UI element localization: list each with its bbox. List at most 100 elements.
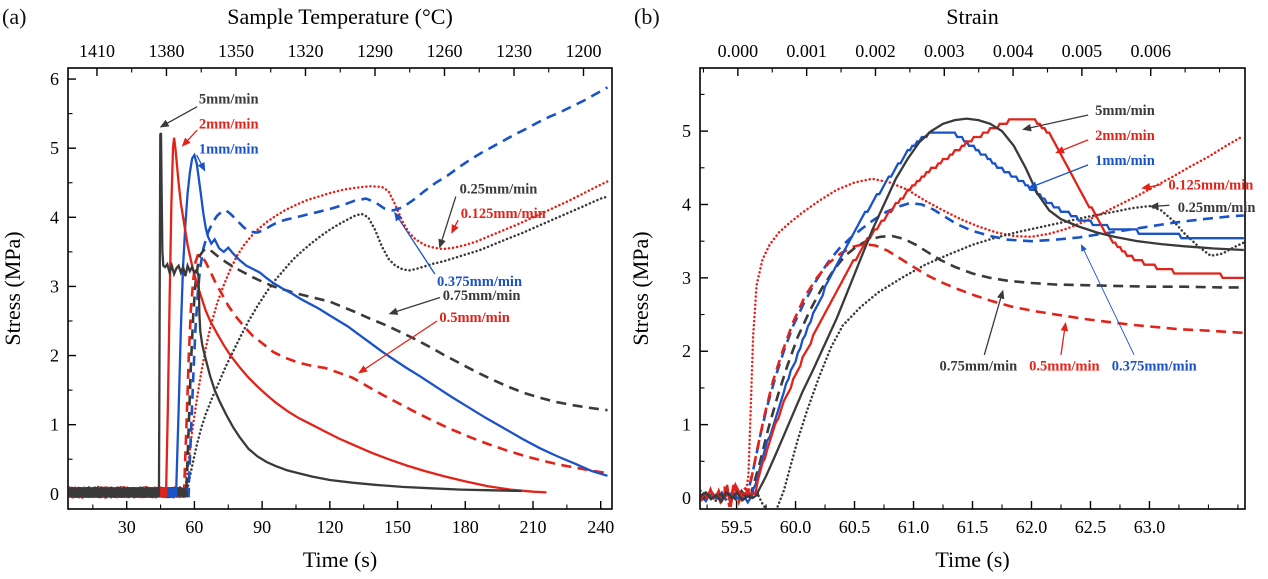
series-5mm-min [700, 117, 1244, 504]
annotation-arrow [362, 320, 438, 372]
x-tick-label: 63.0 [1134, 517, 1166, 537]
annotation-5mm-min: 5mm/min [1095, 103, 1155, 119]
x-tick-label: 30 [118, 517, 136, 537]
annotation-0-375mm-min: 0.375mm/min [437, 274, 522, 290]
annotations-a: 5mm/min 2mm/min 1mm/min 0.25mm/min 0.125mm/m… [159, 91, 546, 374]
annotation-0-25mm-min: 0.25mm/min [460, 181, 538, 197]
x-tick-label: 61.0 [898, 517, 930, 537]
series-0-375mm-min [68, 86, 609, 500]
x-tick-label: 90 [253, 517, 271, 537]
series-0-75mm-min [700, 234, 1244, 502]
top-tick-label: 0.003 [924, 41, 965, 61]
series-0-375mm-min [700, 201, 1244, 504]
annotation-2mm-min: 2mm/min [1095, 128, 1155, 144]
series-5mm-min [68, 132, 522, 498]
y-tick-label: 1 [682, 415, 691, 435]
annotation-0-75mm-min: 0.75mm/min [939, 358, 1017, 374]
series-1mm-min [700, 131, 1244, 505]
x-tick-label: 240 [587, 517, 614, 537]
series-0-5mm-min [700, 242, 1244, 508]
top-tick-label: 1260 [426, 41, 462, 61]
annotation-arrowhead [1141, 183, 1151, 191]
x-axis-title: Time (s) [935, 547, 1009, 572]
panel-b-chart: 59.5 60.0 60.5 61.0 61.5 62.0 62.5 63.0 0 1 2 3 4 5 0.… [628, 4, 1255, 572]
series-0-125mm-min [700, 135, 1243, 502]
annotation-arrow [1032, 164, 1089, 187]
annotation-0-125mm-min: 0.125mm/min [1168, 178, 1253, 194]
panel-b-label: (b) [634, 4, 660, 29]
annotation-1mm-min: 1mm/min [199, 141, 259, 157]
panel-a: (a) 30 60 90 120 150 180 210 240 0 1 2 3 4 5 6 1410 1380… [0, 0, 628, 579]
y-tick-label: 3 [682, 268, 691, 288]
y-tick-label: 0 [682, 488, 691, 508]
annotation-arrow [1027, 114, 1089, 130]
top-axis-title: Strain [946, 4, 999, 29]
series-0-5mm-min [68, 254, 608, 498]
series-2mm-min [700, 118, 1244, 507]
annotation-0-125mm-min: 0.125mm/min [461, 206, 546, 222]
annotation-arrow [164, 106, 198, 126]
top-tick-label: 1200 [566, 41, 602, 61]
annotation-2mm-min: 2mm/min [199, 116, 259, 132]
annotation-arrowhead [159, 119, 170, 128]
annotation-arrow [393, 296, 441, 314]
annotation-arrow [396, 215, 436, 275]
panel-a-label: (a) [2, 4, 27, 29]
top-tick-label: 1380 [148, 41, 184, 61]
x-tick-label: 61.5 [957, 517, 989, 537]
series-group-a [68, 86, 609, 500]
top-tick-label: 0.005 [1062, 41, 1103, 61]
annotation-arrowhead [1149, 202, 1159, 210]
top-tick-label: 0.004 [993, 41, 1034, 61]
annotations-b: 5mm/min 2mm/min 1mm/min 0.125mm/min 0.25mm/m… [939, 103, 1255, 374]
annotation-arrowhead [1081, 244, 1087, 252]
top-tick-label: 1410 [79, 41, 115, 61]
top-tick-label: 0.002 [855, 41, 896, 61]
y-tick-label: 6 [50, 69, 59, 89]
series-group-b [700, 117, 1245, 509]
y-tick-label: 2 [682, 341, 691, 361]
annotation-arrowhead [1022, 123, 1032, 132]
y-tick-label: 4 [682, 194, 691, 214]
annotation-5mm-min: 5mm/min [199, 91, 259, 107]
annotation-arrowhead [438, 238, 446, 249]
panel-a-chart: 30 60 90 120 150 180 210 240 0 1 2 3 4 5 6 1410 1380 1350… [0, 4, 614, 572]
annotation-arrowhead [1055, 146, 1065, 154]
annotation-0-25mm-min: 0.25mm/min [1178, 200, 1256, 216]
annotation-0-5mm-min: 0.5mm/min [439, 310, 509, 326]
annotation-arrow [983, 294, 1003, 356]
top-tick-label: 1350 [218, 41, 254, 61]
annotation-arrowhead [451, 224, 459, 234]
x-axis-title: Time (s) [303, 547, 377, 572]
x-tick-label: 60.0 [780, 517, 812, 537]
x-tick-label: 60 [185, 517, 203, 537]
y-axis-title: Stress (MPa) [0, 231, 25, 345]
annotation-arrowhead [197, 161, 206, 172]
x-tick-label: 180 [452, 517, 479, 537]
annotation-arrow [1082, 247, 1135, 356]
top-tick-label: 0.001 [786, 41, 827, 61]
annotation-0-5mm-min: 0.5mm/min [1029, 358, 1099, 374]
x-tick-label: 120 [316, 517, 343, 537]
annotation-arrowhead [997, 289, 1005, 300]
x-tick-label: 62.5 [1075, 517, 1107, 537]
x-tick-label: 210 [519, 517, 546, 537]
top-axis-title: Sample Temperature (°C) [227, 4, 453, 29]
annotation-arrowhead [1060, 321, 1069, 332]
y-tick-label: 0 [50, 484, 59, 504]
annotation-0-75mm-min: 0.75mm/min [443, 288, 521, 304]
annotation-0-375mm-min: 0.375mm/min [1112, 358, 1197, 374]
y-tick-label: 5 [50, 138, 59, 158]
axes-a: 30 60 90 120 150 180 210 240 0 1 2 3 4 5 6 1410 1380 1350… [0, 4, 614, 572]
panel-b: (b) 59.5 60.0 60.5 61.0 61.5 62.0 62.5 63.0 0 1 2 3… [628, 0, 1268, 579]
y-tick-label: 5 [682, 121, 691, 141]
annotation-arrow [1059, 139, 1089, 152]
y-tick-label: 1 [50, 415, 59, 435]
x-tick-label: 60.5 [839, 517, 871, 537]
axes-b: 59.5 60.0 60.5 61.0 61.5 62.0 62.5 63.0 0 1 2 3 4 5 0.… [628, 4, 1246, 572]
top-tick-label: 0.006 [1130, 41, 1171, 61]
y-tick-label: 3 [50, 276, 59, 296]
annotation-arrowhead [388, 307, 399, 315]
top-tick-label: 1230 [496, 41, 532, 61]
